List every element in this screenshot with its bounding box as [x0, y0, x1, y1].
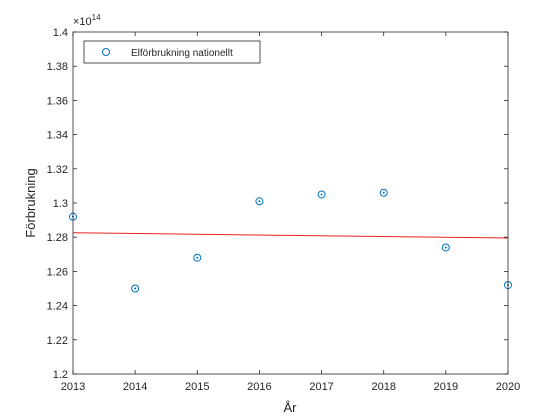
data-point: [255, 197, 264, 206]
x-tick-label: 2013: [61, 381, 85, 393]
data-point-dot: [258, 200, 261, 203]
y-tick-label: 1.3: [53, 198, 68, 210]
y-tick-label: 1.32: [47, 164, 68, 176]
data-point-dot: [196, 256, 199, 259]
y-tick-label: 1.24: [47, 301, 68, 313]
y-axis-label: Förbrukning: [23, 168, 38, 237]
x-tick-label: 2020: [496, 381, 520, 393]
axes-background: [73, 32, 508, 374]
y-exponent-power: 14: [92, 13, 101, 22]
y-tick-label: 1.2: [53, 369, 68, 381]
x-tick-label: 2018: [371, 381, 395, 393]
y-tick-label: 1.26: [47, 266, 68, 278]
data-point-dot: [382, 191, 385, 194]
x-tick-label: 2014: [123, 381, 147, 393]
legend: Elförbrukning nationellt: [83, 40, 261, 64]
data-point-ring: [441, 243, 450, 252]
data-point-ring: [255, 197, 264, 206]
data-point: [131, 284, 140, 293]
data-point: [193, 253, 202, 262]
data-point-dot: [134, 287, 137, 290]
legend-label: Elförbrukning nationellt: [131, 48, 233, 59]
legend-marker-icon: [102, 48, 110, 56]
y-tick-label: 1.36: [47, 95, 68, 107]
y-tick-label: 1.22: [47, 335, 68, 347]
data-point: [379, 188, 388, 197]
y-exponent-base: ×10: [73, 16, 92, 28]
x-axis-label: År: [284, 400, 298, 415]
data-point: [317, 190, 326, 199]
legend-box: [83, 40, 261, 64]
data-point-dot: [320, 193, 323, 196]
y-exponent-label: ×1014: [73, 13, 101, 28]
trend-line: [72, 232, 509, 239]
data-point: [441, 243, 450, 252]
x-tick-label: 2017: [309, 381, 333, 393]
y-tick-label: 1.34: [47, 130, 68, 142]
data-point-ring: [317, 190, 326, 199]
axes-box: [72, 31, 509, 375]
x-tick-label: 2015: [185, 381, 209, 393]
data-point-ring: [379, 188, 388, 197]
tick-layer: 2013 2014 2015 2016 2017 2018 2019 2020 1.2 1.22 1…: [47, 27, 521, 393]
y-tick-label: 1.28: [47, 232, 68, 244]
x-tick-label: 2016: [247, 381, 271, 393]
y-tick-label: 1.38: [47, 61, 68, 73]
data-point-dot: [444, 246, 447, 249]
data-point-ring: [193, 253, 202, 262]
data-point-ring: [131, 284, 140, 293]
y-tick-label: 1.4: [53, 27, 68, 39]
x-tick-label: 2019: [434, 381, 458, 393]
